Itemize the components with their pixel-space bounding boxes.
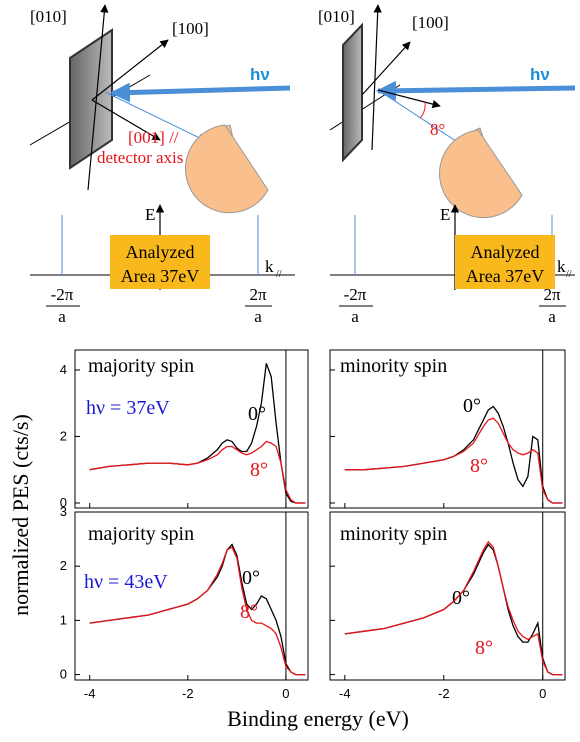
plot-frame: [329, 349, 566, 509]
x-axis-label: Binding energy (eV): [227, 706, 409, 731]
box-label: Area 37eV: [466, 266, 544, 286]
series-line: [344, 543, 563, 676]
tick-label: 2π: [543, 285, 561, 304]
y-tick-label: 4: [60, 362, 67, 377]
y-tick-label: 2: [60, 428, 67, 443]
panel-title: majority spin: [88, 355, 194, 377]
annotation: hν = 37eV: [86, 397, 170, 419]
diagram-left: [010] [100] hν [001] // detector axis An…: [29, 4, 295, 326]
series-label: 0°: [242, 567, 260, 589]
axis-label: E: [440, 205, 450, 224]
y-tick-label: 0: [60, 495, 67, 510]
axis-label: E: [145, 205, 155, 224]
annotation: hν = 43eV: [84, 571, 168, 593]
tick-label: a: [351, 307, 359, 326]
series-line: [344, 540, 563, 676]
axis-label: //: [566, 269, 572, 280]
x-tick-label: -2: [182, 686, 194, 701]
tick-label: -2π: [344, 285, 367, 304]
series-label: 8°: [475, 637, 493, 659]
axis-label: [010]: [318, 7, 355, 26]
x-tick-label: -4: [84, 686, 96, 701]
tick-label: -2π: [51, 285, 74, 304]
axis-label: //: [276, 269, 282, 280]
series-label: 8°: [250, 459, 268, 481]
series-line: [89, 440, 306, 504]
y-tick-label: 0: [60, 667, 67, 682]
series-label: 0°: [452, 587, 470, 609]
series-label: 8°: [470, 455, 488, 477]
axis-label: [100]: [412, 13, 449, 32]
series-line: [89, 546, 306, 676]
tick-label: a: [58, 307, 66, 326]
series-line: [89, 543, 306, 676]
series-label: 8°: [240, 601, 258, 623]
tick-label: 2π: [249, 285, 267, 304]
detector-label: detector axis: [97, 148, 183, 167]
photon-label: hν: [250, 65, 270, 84]
series-line: [344, 417, 563, 504]
x-tick-label: 0: [282, 686, 289, 701]
y-tick-label: 1: [60, 612, 67, 627]
diagram-right: [010] [100] hν 8° Analyzed Area 37eV E k…: [318, 4, 576, 326]
box-label: Analyzed: [471, 242, 540, 262]
series-line: [89, 363, 306, 504]
tick-label: a: [254, 307, 262, 326]
detector-label: [001] //: [128, 128, 179, 147]
box-label: Area 37eV: [121, 266, 199, 286]
x-tick-label: 0: [539, 686, 546, 701]
panel-title: majority spin: [88, 523, 194, 545]
panel-title: minority spin: [340, 355, 447, 377]
photon-label: hν: [530, 65, 550, 84]
box-label: Analyzed: [126, 242, 195, 262]
series-label: 0°: [248, 403, 266, 425]
plot-frame: [329, 511, 566, 681]
x-tick-label: -4: [339, 686, 351, 701]
plot-frame: [74, 511, 309, 681]
plot-frame: [74, 349, 309, 509]
tick-label: a: [548, 307, 556, 326]
panel-title: minority spin: [340, 523, 447, 545]
y-axis-label: normalized PES (cts/s): [8, 414, 33, 616]
y-tick-label: 3: [60, 504, 67, 519]
axis-label: k: [557, 257, 566, 276]
x-tick-label: -2: [438, 686, 450, 701]
axis-label: [100]: [172, 19, 209, 38]
y-tick-label: 2: [60, 558, 67, 573]
angle-label: 8°: [430, 120, 445, 139]
axis-label: k: [265, 257, 274, 276]
series-line: [344, 405, 563, 504]
series-label: 0°: [463, 395, 481, 417]
axis-label: [010]: [30, 7, 67, 26]
